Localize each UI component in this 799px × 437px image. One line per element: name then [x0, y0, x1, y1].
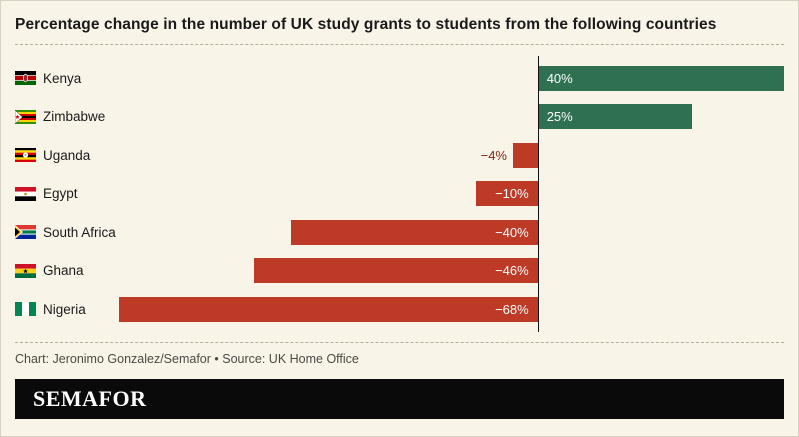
- semafor-logo: SEMAFOR: [33, 385, 147, 411]
- bar-plot: −40%: [119, 213, 784, 252]
- nigeria-flag-icon: [15, 302, 36, 317]
- country-label: Egypt: [15, 186, 119, 201]
- country-name: Kenya: [43, 70, 82, 86]
- bar-plot: −10%: [119, 175, 784, 214]
- country-label: Kenya: [15, 71, 119, 86]
- chart-row: Zimbabwe 25%: [15, 98, 784, 137]
- chart-title: Percentage change in the number of UK st…: [15, 16, 717, 33]
- country-label: Ghana: [15, 263, 119, 278]
- separator-top: [15, 44, 784, 45]
- bar-plot: −46%: [119, 252, 784, 291]
- bar-value-label: −46%: [495, 263, 529, 279]
- south-africa-flag-icon: [15, 225, 36, 240]
- bar: 40%: [537, 65, 784, 91]
- country-name: Zimbabwe: [43, 109, 106, 125]
- bar-plot: −4%: [119, 136, 784, 175]
- chart-row: Ghana −46%: [15, 252, 784, 291]
- chart-rows: Kenya 40% Zimbabwe 25% Uganda −4%: [15, 59, 784, 329]
- bar: −10%: [476, 181, 538, 207]
- bar-value-label: −10%: [495, 186, 529, 202]
- ghana-flag-icon: [15, 263, 36, 278]
- country-name: Ghana: [43, 263, 84, 279]
- bar-plot: −68%: [119, 290, 784, 329]
- bar-chart: Kenya 40% Zimbabwe 25% Uganda −4%: [15, 56, 784, 332]
- kenya-flag-icon: [15, 71, 36, 86]
- separator-bottom: [15, 341, 784, 343]
- chart-row: Kenya 40%: [15, 59, 784, 98]
- zimbabwe-flag-icon: [15, 109, 36, 124]
- chart-row: Egypt −10%: [15, 175, 784, 214]
- chart-credit: Chart: Jeronimo Gonzalez/Semafor • Sourc…: [15, 351, 359, 366]
- country-name: Nigeria: [43, 301, 86, 317]
- bar: [513, 142, 538, 168]
- bar-plot: 40%: [119, 59, 784, 98]
- chart-row: South Africa −40%: [15, 213, 784, 252]
- bar-value-label: −40%: [495, 224, 529, 240]
- country-label: Uganda: [15, 148, 119, 163]
- uganda-flag-icon: [15, 148, 36, 163]
- country-label: Zimbabwe: [15, 109, 119, 124]
- bar-plot: 25%: [119, 98, 784, 137]
- country-name: Uganda: [43, 147, 91, 163]
- bar: −68%: [119, 296, 538, 322]
- chart-row: Uganda −4%: [15, 136, 784, 175]
- country-label: South Africa: [15, 225, 119, 240]
- bar-value-label: 25%: [546, 109, 573, 125]
- country-label: Nigeria: [15, 302, 119, 317]
- country-name: South Africa: [43, 224, 116, 240]
- bar: −46%: [254, 258, 538, 284]
- bar-value-label: 40%: [546, 70, 573, 86]
- chart-row: Nigeria −68%: [15, 290, 784, 329]
- bar: 25%: [537, 104, 692, 130]
- bar: −40%: [291, 219, 538, 245]
- bar-value-label: −68%: [495, 301, 529, 317]
- semafor-logo-bar: SEMAFOR: [15, 378, 784, 419]
- bar-value-label: −4%: [480, 147, 507, 163]
- country-name: Egypt: [43, 186, 78, 202]
- egypt-flag-icon: [15, 186, 36, 201]
